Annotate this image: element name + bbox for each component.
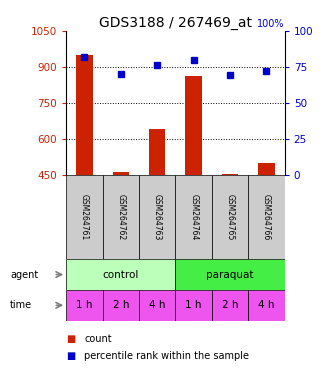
Text: 4 h: 4 h <box>149 300 166 310</box>
Text: 1 h: 1 h <box>76 300 93 310</box>
Text: 4 h: 4 h <box>258 300 275 310</box>
Bar <box>103 290 139 321</box>
Text: count: count <box>84 334 112 344</box>
Text: control: control <box>103 270 139 280</box>
Bar <box>66 175 103 259</box>
Text: percentile rank within the sample: percentile rank within the sample <box>84 351 249 361</box>
Text: 2 h: 2 h <box>222 300 238 310</box>
Text: time: time <box>10 300 32 310</box>
Bar <box>248 175 285 259</box>
Title: GDS3188 / 267469_at: GDS3188 / 267469_at <box>99 16 252 30</box>
Text: GSM264762: GSM264762 <box>116 194 125 240</box>
Bar <box>185 76 202 175</box>
Bar <box>149 129 166 175</box>
Bar <box>113 172 129 175</box>
Bar <box>222 174 238 175</box>
Text: ■: ■ <box>66 351 75 361</box>
Bar <box>66 290 103 321</box>
Bar <box>248 290 285 321</box>
Bar <box>212 175 248 259</box>
Text: GSM264764: GSM264764 <box>189 194 198 240</box>
Bar <box>103 175 139 259</box>
Text: ■: ■ <box>66 334 75 344</box>
Text: GSM264765: GSM264765 <box>225 194 235 240</box>
Text: 100%: 100% <box>257 19 285 29</box>
Text: agent: agent <box>10 270 38 280</box>
Text: GSM264761: GSM264761 <box>80 194 89 240</box>
Bar <box>175 175 212 259</box>
Bar <box>139 175 175 259</box>
Text: GSM264763: GSM264763 <box>153 194 162 240</box>
Bar <box>258 163 275 175</box>
Bar <box>139 290 175 321</box>
Text: 2 h: 2 h <box>113 300 129 310</box>
Bar <box>175 259 285 290</box>
Bar <box>76 55 93 175</box>
Bar <box>212 290 248 321</box>
Text: GSM264766: GSM264766 <box>262 194 271 240</box>
Bar <box>175 290 212 321</box>
Text: 1 h: 1 h <box>185 300 202 310</box>
Text: paraquat: paraquat <box>206 270 254 280</box>
Bar <box>66 259 175 290</box>
